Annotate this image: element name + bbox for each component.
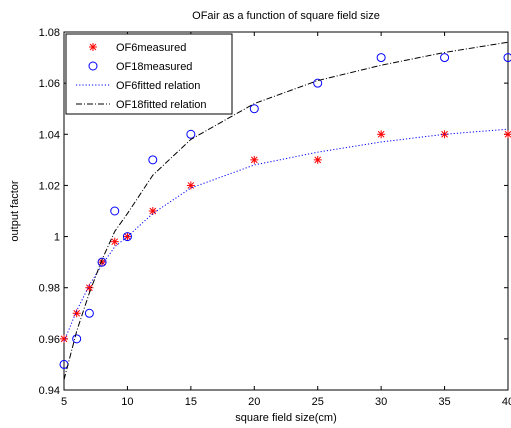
- y-tick-label: 1.06: [39, 78, 60, 90]
- legend-items: OF6measured OF18measured OF6fitted relatio…: [76, 42, 207, 111]
- data-point-of6measured: [250, 155, 259, 164]
- data-point-of18measured: [72, 334, 82, 344]
- data-point-of18measured: [122, 232, 132, 242]
- data-point-of18measured: [313, 78, 323, 88]
- data-point-of6measured: [60, 334, 68, 343]
- chart-title: OFair as a function of square field size: [192, 10, 380, 22]
- data-point-of6measured: [377, 130, 386, 139]
- x-tick-label: 20: [248, 396, 260, 408]
- data-point-of18measured: [376, 53, 386, 63]
- data-point-of6measured: [123, 232, 132, 241]
- y-tick-label: 1.04: [39, 129, 60, 141]
- legend-label-of6measured: OF6measured: [116, 42, 186, 54]
- legend-label-of6fitted-relation: OF6fitted relation: [116, 80, 200, 92]
- x-tick-label: 15: [185, 396, 197, 408]
- series-line-of6fitted-relation: [63, 128, 509, 342]
- x-tick-label: 25: [312, 396, 324, 408]
- x-tick-label: 35: [438, 396, 450, 408]
- x-tick-label: 5: [61, 396, 67, 408]
- y-tick-label: 0.94: [39, 385, 60, 397]
- y-tick-label: 0.96: [39, 334, 60, 346]
- series-line-of18fitted-relation: [63, 41, 509, 380]
- y-axis-label: output factor: [9, 180, 21, 241]
- data-point-of18measured: [148, 155, 158, 165]
- x-axis-label: square field size(cm): [235, 412, 336, 424]
- plot-series: [59, 41, 511, 380]
- legend-swatch-of6measured: [89, 43, 97, 51]
- data-point-of6measured: [148, 207, 157, 215]
- data-point-of6measured: [72, 309, 81, 318]
- x-tick-label: 30: [375, 396, 387, 408]
- legend: OF6measured OF18measured OF6fitted relatio…: [65, 33, 233, 115]
- data-point-of6measured: [110, 237, 119, 246]
- y-tick-label: 1.08: [39, 27, 60, 39]
- legend-swatch-of18measured: [88, 61, 98, 71]
- data-point-of6measured: [186, 181, 195, 190]
- data-point-of18measured: [440, 53, 450, 63]
- data-point-of18measured: [84, 308, 94, 318]
- data-point-of18measured: [249, 104, 259, 114]
- y-tick-label: 0.98: [39, 283, 60, 295]
- data-point-of18measured: [110, 206, 120, 216]
- y-tick-label: 1: [54, 232, 60, 244]
- legend-label-of18measured: OF18measured: [116, 61, 192, 73]
- data-point-of6measured: [504, 130, 511, 139]
- y-tick-label: 1.02: [39, 180, 60, 192]
- x-tick-label: 10: [121, 396, 133, 408]
- data-point-of18measured: [97, 257, 107, 267]
- data-point-of18measured: [503, 53, 511, 63]
- data-point-of6measured: [313, 155, 322, 164]
- data-point-of18measured: [186, 129, 196, 139]
- legend-label-of18fitted-relation: OF18fitted relation: [116, 99, 207, 111]
- x-tick-label: 40: [502, 396, 511, 408]
- axis-ticks: 5 10 15 20 25 30 35 40 0.94 0.96 0.98 1 1.02 1.04 1.06…: [39, 27, 511, 408]
